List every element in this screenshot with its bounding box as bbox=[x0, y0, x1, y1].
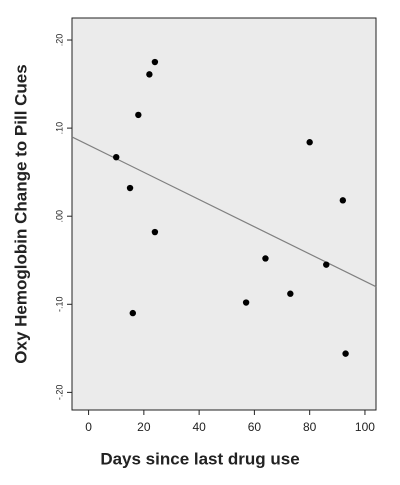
point bbox=[129, 309, 136, 317]
y-tick-label: -.20 bbox=[54, 385, 64, 401]
x-tick-label: 40 bbox=[192, 420, 206, 434]
x-axis-title: Days since last drug use bbox=[100, 449, 299, 468]
point bbox=[323, 261, 330, 268]
point bbox=[342, 350, 349, 357]
y-tick-label: .00 bbox=[54, 210, 64, 223]
point bbox=[151, 228, 159, 236]
y-tick-label: -.10 bbox=[54, 297, 64, 313]
y-tick-label: .20 bbox=[54, 34, 64, 47]
point bbox=[242, 299, 250, 306]
x-tick-label: 20 bbox=[137, 420, 151, 434]
x-tick-label: 0 bbox=[85, 420, 92, 434]
point bbox=[306, 139, 313, 146]
point bbox=[287, 290, 294, 297]
point bbox=[151, 58, 159, 66]
point bbox=[126, 184, 134, 192]
x-tick-label: 60 bbox=[248, 420, 262, 434]
point bbox=[262, 255, 269, 262]
y-tick-label: .10 bbox=[54, 122, 64, 135]
point bbox=[135, 111, 142, 119]
point bbox=[113, 153, 120, 161]
plot-area bbox=[71, 17, 377, 411]
point bbox=[146, 71, 153, 78]
point bbox=[339, 197, 347, 204]
y-axis-title: Oxy Hemoglobin Change to Pill Cues bbox=[11, 64, 30, 363]
x-tick-label: 80 bbox=[303, 420, 317, 434]
x-tick-label: 100 bbox=[355, 420, 375, 434]
